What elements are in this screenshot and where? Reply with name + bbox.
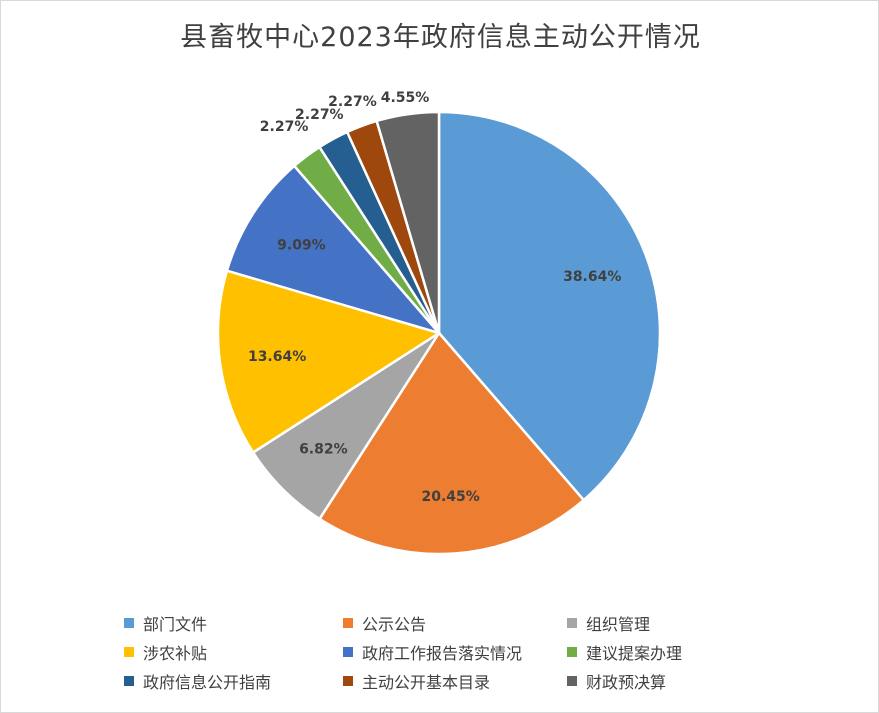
data-label-gongkai-zhinan: 2.27%: [295, 107, 344, 123]
legend-label: 建议提案办理: [586, 644, 683, 663]
legend-label: 涉农补贴: [143, 644, 208, 663]
data-label-gongshi-gonggao: 20.45%: [421, 489, 479, 505]
legend-label: 组织管理: [586, 615, 651, 634]
legend-item-gongshi-gonggao: 公示公告: [343, 612, 567, 634]
legend-item-zuzhi-guanli: 组织管理: [567, 612, 787, 634]
legend-swatch: [567, 647, 577, 657]
legend-swatch: [124, 618, 134, 628]
pie-data-labels: 38.64%20.45%6.82%13.64%9.09%2.27%2.27%2.…: [248, 90, 621, 505]
pie-slice-gongshi-gonggao: [318, 331, 585, 556]
data-label-zhengfu-gongzuo-baogao: 9.09%: [277, 238, 326, 254]
legend-swatch: [343, 676, 353, 686]
pie-slice-zhengfu-gongzuo-baogao: [225, 164, 441, 335]
pie-slice-bumen-wenjian: [437, 110, 662, 502]
legend-item-bumen-wenjian: 部门文件: [124, 612, 343, 634]
legend-swatch: [567, 618, 577, 628]
pie-slices: [216, 110, 662, 556]
data-label-shenong-butie: 13.64%: [248, 349, 306, 365]
data-label-caizheng-yujuesuan: 4.55%: [381, 90, 430, 106]
chart-title: 县畜牧中心2023年政府信息主动公开情况: [180, 22, 701, 53]
pie-slice-caizheng-yujuesuan: [375, 110, 441, 335]
legend-label: 部门文件: [143, 615, 208, 634]
data-label-zuzhi-guanli: 6.82%: [299, 442, 348, 458]
legend-label: 政府信息公开指南: [143, 673, 272, 692]
legend-label: 主动公开基本目录: [362, 673, 491, 692]
legend-label: 财政预决算: [586, 673, 667, 692]
data-label-jiben-mulu: 2.27%: [328, 94, 377, 110]
legend: 部门文件 公示公告 组织管理涉农补贴 政府工作报告落实情况 建议提案办理政府信息公开指南…: [124, 612, 824, 692]
legend-swatch: [124, 647, 134, 657]
legend-item-jianyi-tian: 建议提案办理: [567, 641, 787, 663]
legend-swatch: [567, 676, 577, 686]
legend-item-caizheng-yujuesuan: 财政预决算: [567, 670, 787, 692]
legend-swatch: [124, 676, 134, 686]
legend-swatch: [343, 647, 353, 657]
legend-label: 公示公告: [362, 615, 427, 634]
legend-item-jiben-mulu: 主动公开基本目录: [343, 670, 567, 692]
legend-item-shenong-butie: 涉农补贴: [124, 641, 343, 663]
legend-swatch: [343, 618, 353, 628]
data-label-bumen-wenjian: 38.64%: [563, 269, 621, 285]
legend-item-zhengfu-gongzuo-baogao: 政府工作报告落实情况: [343, 641, 567, 663]
pie-slice-shenong-butie: [216, 269, 441, 454]
legend-item-gongkai-zhinan: 政府信息公开指南: [124, 670, 343, 692]
legend-label: 政府工作报告落实情况: [362, 644, 523, 663]
data-label-jianyi-tian: 2.27%: [260, 119, 309, 135]
